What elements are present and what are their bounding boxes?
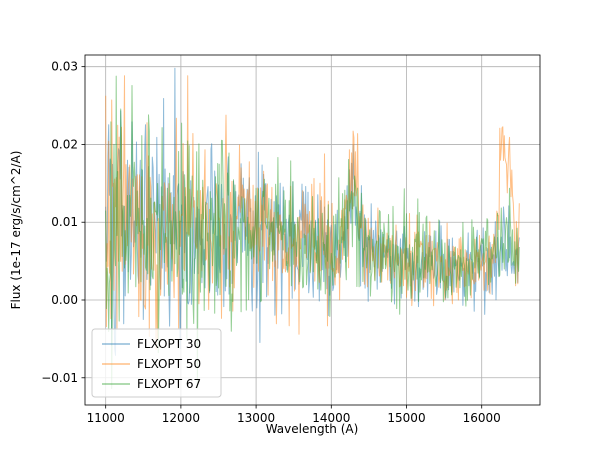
series-line-flxopt-67	[105, 75, 520, 389]
x-tick-label: 14000	[312, 411, 350, 425]
series-line-flxopt-30	[105, 67, 520, 356]
legend: FLXOPT 30 FLXOPT 50 FLXOPT 67	[91, 328, 222, 398]
legend-label: FLXOPT 50	[137, 357, 201, 371]
y-tick-label: −0.01	[41, 371, 78, 385]
x-tick-label: 12000	[162, 411, 200, 425]
x-axis-label: Wavelength (A)	[266, 422, 359, 436]
x-tick-label: 16000	[463, 411, 501, 425]
x-tick-label: 15000	[387, 411, 425, 425]
x-tick-label: 13000	[237, 411, 275, 425]
plot-border	[84, 54, 541, 406]
x-tick-label: 11000	[87, 411, 125, 425]
y-tick-label: 0.01	[51, 215, 78, 229]
legend-label: FLXOPT 30	[137, 337, 201, 351]
y-tick-label: 0.00	[51, 293, 78, 307]
y-tick-label: 0.03	[51, 60, 78, 74]
y-axis-label: Flux (1e-17 erg/s/cm^2/A)	[9, 151, 23, 310]
legend-label: FLXOPT 67	[137, 377, 201, 391]
y-tick-label: 0.02	[51, 137, 78, 151]
legend-box	[91, 328, 222, 398]
